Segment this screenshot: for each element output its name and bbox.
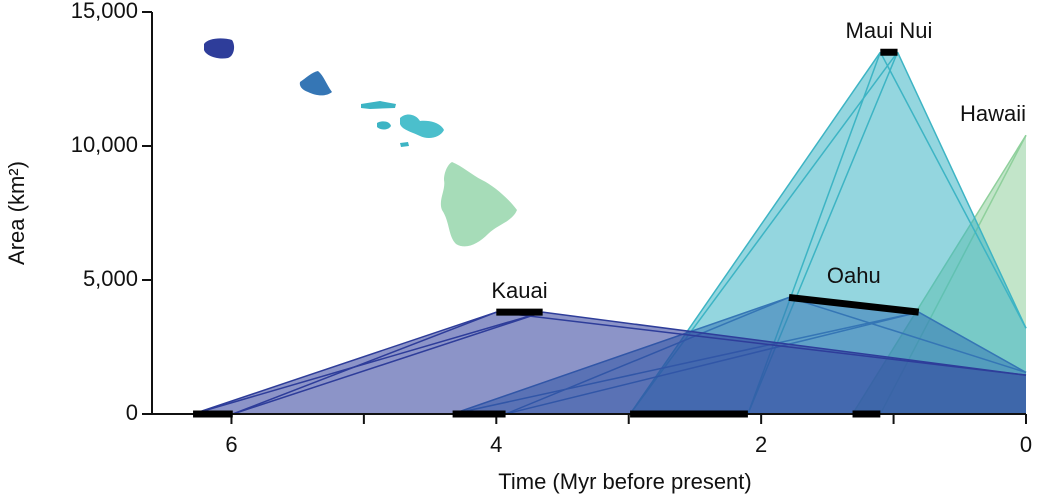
island-label: Maui Nui <box>846 18 933 43</box>
rise-line <box>232 311 497 415</box>
island-map <box>204 38 517 247</box>
map-kahoolawe <box>400 142 409 147</box>
rise-line <box>232 311 543 415</box>
decline-line <box>896 51 1027 329</box>
y-axis-label: Area (km²) <box>4 161 29 265</box>
x-tick-label: 2 <box>755 432 767 457</box>
y-tick-label: 5,000 <box>83 266 138 291</box>
decline-line <box>918 311 1027 374</box>
rise-line <box>192 311 497 415</box>
map-kauai <box>204 38 235 59</box>
decline-line <box>788 296 1027 374</box>
y-tick-label: 15,000 <box>71 0 138 23</box>
island-label: Oahu <box>827 263 881 288</box>
y-tick-label: 0 <box>126 400 138 425</box>
map-maui <box>400 114 444 138</box>
map-oahu <box>299 71 332 96</box>
x-tick-label: 0 <box>1020 432 1032 457</box>
decline-line <box>879 51 1027 329</box>
x-tick-label: 4 <box>490 432 502 457</box>
decline-line <box>496 311 1027 376</box>
map-molokai <box>361 101 396 109</box>
island-label: Kauai <box>491 278 547 303</box>
peak-bar <box>788 293 920 316</box>
map-lanai <box>377 121 391 130</box>
decline-line <box>542 311 1027 376</box>
y-tick-label: 10,000 <box>71 132 138 157</box>
map-hawaii <box>440 162 517 247</box>
island-label: Hawaii <box>960 101 1026 126</box>
island-area <box>193 312 1026 414</box>
x-tick-label: 6 <box>225 432 237 457</box>
x-axis-label: Time (Myr before present) <box>498 469 751 494</box>
rise-line <box>192 311 543 415</box>
